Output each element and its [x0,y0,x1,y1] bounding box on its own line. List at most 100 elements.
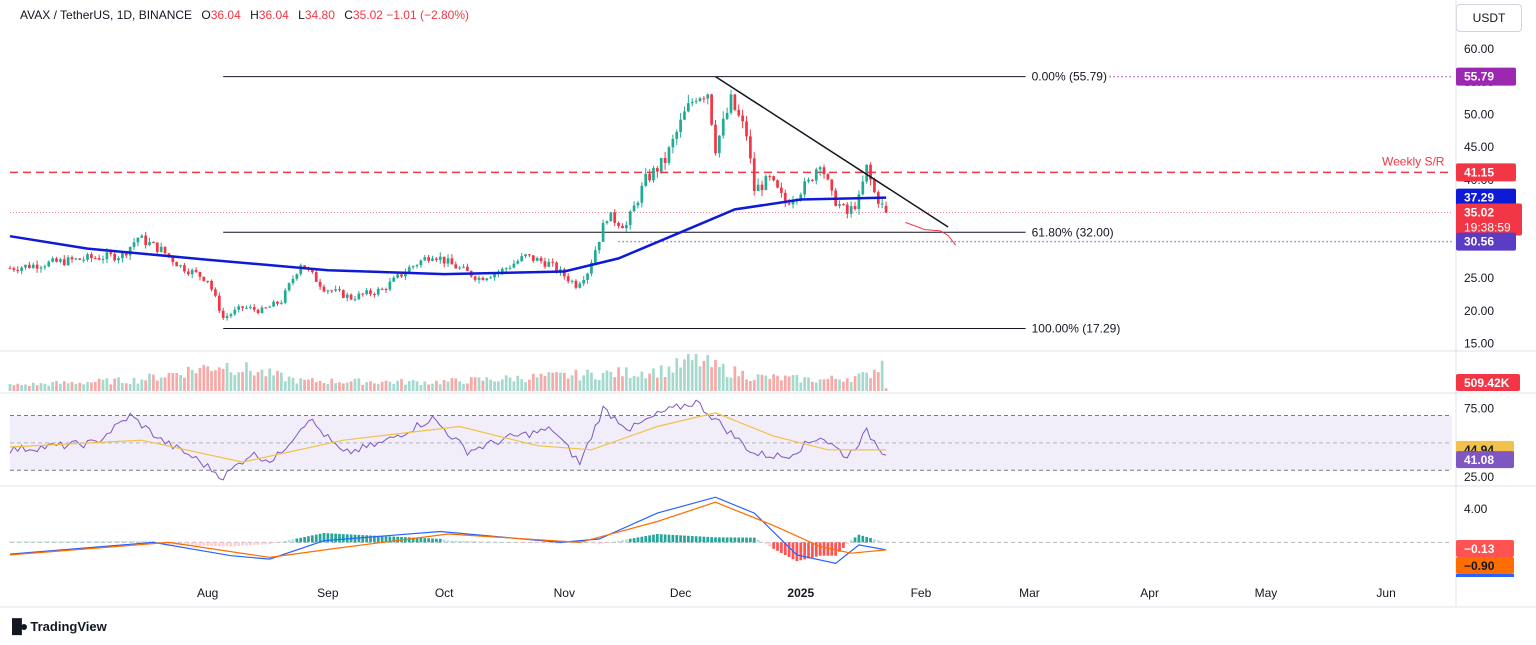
macd-histogram-bar [16,541,20,543]
macd-histogram-bar [186,542,190,546]
volume-bar [609,371,613,391]
rsi-tick-label: 25.00 [1464,470,1494,484]
candle-body [582,279,586,284]
ma-price-label-box [1456,188,1516,207]
volume-bar [497,381,500,391]
candle-body [729,94,733,113]
volume-bar [113,378,117,391]
macd-histogram-bar [245,542,248,546]
price-tick-label: 25.00 [1464,271,1494,285]
volume-bar [845,378,849,391]
candle-body [121,252,124,259]
symbol-title: AVAX / TetherUS, 1D, BINANCE [20,8,193,22]
volume-bar [66,383,70,391]
volume-bar [438,384,442,391]
volume-bar [690,360,694,391]
macd-histogram-bar [679,535,682,543]
volume-bar [47,385,51,391]
candle-body [237,306,241,310]
candle-body [179,265,182,267]
countdown-label: 19:38:59 [1464,220,1511,234]
candle-body [446,258,450,264]
candle-body [217,295,221,311]
candle-body [574,280,578,288]
macd-histogram-bar [35,541,39,543]
candle-body [764,176,768,191]
macd-histogram-bar [702,536,706,543]
macd-histogram-bar [710,537,713,543]
candle-body [733,94,737,110]
volume-bar [857,373,861,391]
candle-body [210,280,213,290]
macd-histogram-bar [210,542,213,547]
candle-body [252,307,256,310]
volume-bar [31,382,35,391]
macd-histogram-bar [586,542,589,543]
fib-618-label: 61.80% (32.00) [1032,225,1114,239]
candle-body [807,179,810,182]
macd-histogram-bar [435,538,438,543]
macd-histogram-bar [551,542,555,544]
volume-bar [152,374,155,391]
candle-body [51,258,54,262]
macd-histogram-bar [171,542,175,546]
candle-body [555,262,558,272]
volume-bar [462,383,465,391]
candle-body [504,268,508,270]
candle-body [291,278,295,284]
candle-body [524,254,527,257]
volume-bar [349,381,353,391]
candle-body [233,309,237,315]
macd-histogram-bar [524,542,527,543]
macd-histogram-bar [648,535,651,543]
volume-bar [97,378,101,391]
macd-histogram-bar [342,534,345,543]
candle-body [547,261,551,267]
macd-histogram-bar [714,537,717,543]
volume-bar [876,372,880,391]
macd-tick-label: 4.00 [1464,502,1488,516]
volume-bar [756,374,760,391]
macd-histogram-bar [512,542,516,543]
tradingview-brand[interactable]: █● TradingView [12,618,107,634]
volume-bar [644,378,648,391]
candle-body [683,111,686,120]
candle-body [822,167,826,175]
candle-body [90,254,93,259]
macd-histogram-bar [624,539,628,543]
macd-histogram-bar [167,542,171,546]
macd-histogram-bar [140,541,144,543]
macd-histogram-bar [241,542,244,546]
time-axis-label: Apr [1140,586,1159,600]
candle-body [47,261,51,267]
volume-bar [419,385,423,391]
candle-body [679,119,682,132]
macd-histogram-bar [287,540,291,543]
macd-histogram-bar [737,537,741,543]
candle-body [528,254,531,256]
candle-body [814,169,818,181]
macd-histogram-bar [407,537,411,543]
macd-histogram-bar [299,537,303,543]
macd-histogram-bar [617,540,620,543]
macd-histogram-bar [593,542,597,544]
macd-histogram-bar [260,542,264,545]
macd-histogram-bar [718,537,721,543]
macd-histogram-bar [539,542,543,544]
volume-bar [179,375,182,391]
volume-bar [737,376,741,391]
macd-histogram-bar [136,541,140,543]
macd-histogram-bar [214,542,217,547]
macd-histogram-bar [652,534,655,543]
currency-button[interactable]: USDT [1456,4,1522,32]
volume-bar [617,367,620,391]
rsi-line [9,399,887,481]
volume-bar [749,381,752,391]
volume-bar [423,381,427,391]
macd-histogram-bar [97,541,101,543]
volume-bar [807,377,810,391]
volume-bar [811,381,814,391]
rsi-label-box [1456,451,1514,469]
price-tick-label: 15.00 [1464,336,1494,350]
